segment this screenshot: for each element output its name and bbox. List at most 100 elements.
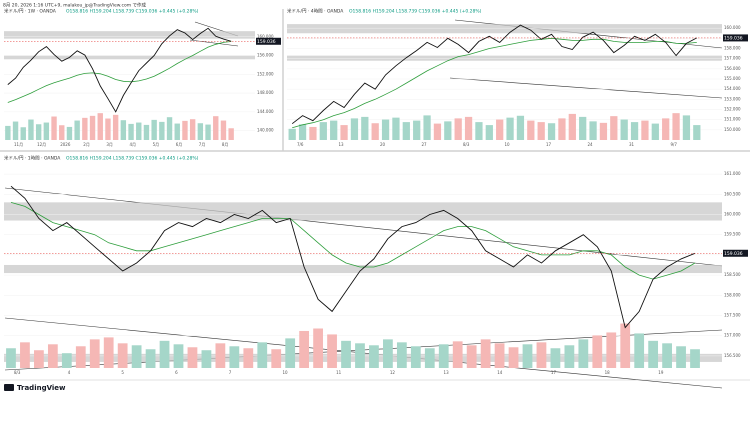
volume-bar: [630, 122, 639, 140]
volume-bar: [662, 343, 672, 368]
y-tick-label: 148.000: [257, 90, 274, 95]
price-line: [291, 24, 698, 125]
y-tick-label: 160.000: [257, 34, 274, 39]
x-tick-label: 27: [422, 142, 428, 147]
volume-bar: [6, 348, 16, 368]
zone: [4, 55, 255, 60]
volume-bar: [59, 125, 65, 140]
y-tick-label: 157.000: [724, 56, 741, 61]
volume-bar: [433, 123, 442, 140]
volume-bar: [506, 117, 514, 140]
volume-bar: [187, 347, 198, 368]
volume-bar: [536, 342, 547, 368]
volume-bar: [340, 125, 348, 140]
header-caption: 8月 20, 2026 1:16 UTC+9, malakou_jp@Tradi…: [3, 2, 147, 9]
volume-bar: [257, 342, 268, 368]
x-tick-label: 9/7: [671, 142, 678, 147]
volume-bar: [480, 339, 491, 368]
volume-bar: [182, 120, 188, 140]
x-tick-label: 5月: [153, 142, 160, 147]
volume-bar: [651, 123, 659, 140]
volume-bar: [319, 122, 327, 140]
x-tick-label: 14: [497, 370, 503, 375]
panel-legend: 米ドル/円 · 4時間 · OANDA: [287, 8, 344, 15]
volume-bar: [82, 117, 88, 140]
volume-bar: [288, 128, 296, 140]
y-tick-label: 154.000: [724, 86, 741, 91]
y-tick-label: 158.500: [724, 272, 741, 277]
volume-bar: [564, 345, 575, 368]
x-tick-label: 31: [629, 142, 635, 147]
volume-bar: [205, 124, 211, 140]
y-tick-label: 158.000: [724, 292, 741, 297]
panel-ohlc: O158.816 H159.204 L158.739 C159.036 +0.4…: [66, 156, 199, 162]
y-tick-label: 152.000: [724, 107, 741, 112]
volume-bar: [34, 350, 44, 368]
x-tick-label: 17: [546, 142, 552, 147]
volume-bar: [313, 328, 323, 368]
zone: [4, 202, 722, 221]
y-tick-label: 159.500: [724, 232, 741, 237]
brand-name: TradingView: [17, 384, 66, 392]
x-tick-label: 18: [605, 370, 611, 375]
volume-bar: [396, 342, 407, 368]
volume-bar: [28, 119, 34, 140]
volume-bar: [20, 127, 26, 140]
x-tick-label: 4: [68, 370, 71, 375]
x-tick-label: 7/6: [297, 142, 304, 147]
volume-bar: [568, 113, 576, 140]
brand-logo: [4, 384, 14, 391]
volume-bar: [592, 335, 603, 368]
volume-bar: [369, 345, 379, 368]
volume-bar: [112, 114, 119, 140]
volume-bar: [606, 332, 617, 368]
y-tick-label: 156.500: [724, 353, 741, 358]
volume-bar: [466, 345, 477, 368]
volume-bar: [620, 323, 631, 368]
volume-bar: [201, 350, 212, 368]
volume-bar: [143, 124, 150, 140]
y-tick-label: 152.000: [257, 71, 274, 76]
volume-bar: [494, 343, 505, 368]
x-tick-label: 17: [551, 370, 557, 375]
volume-bar: [410, 346, 421, 368]
volume-bar: [327, 334, 337, 368]
y-tick-label: 158.000: [724, 46, 741, 51]
x-tick-label: 12月: [37, 142, 46, 147]
volume-bar: [454, 118, 462, 140]
x-tick-label: 6: [175, 370, 178, 375]
volume-bar: [620, 119, 628, 140]
volume-bar: [579, 116, 587, 140]
volume-bar: [120, 120, 127, 140]
volume-bar: [578, 339, 589, 368]
volume-bar: [424, 348, 435, 368]
volume-bar: [330, 120, 338, 140]
volume-bar: [547, 123, 556, 140]
volume-bar: [381, 119, 390, 140]
volume-bar: [516, 115, 525, 140]
volume-bar: [641, 120, 649, 140]
x-tick-label: 8/3: [14, 370, 21, 375]
volume-bar: [74, 120, 80, 140]
volume-bar: [47, 344, 58, 368]
volume-bar: [299, 330, 310, 368]
volume-bar: [229, 346, 240, 368]
volume-bar: [173, 344, 184, 368]
price-label-bg: [256, 37, 281, 45]
x-tick-label: 24: [588, 142, 594, 147]
x-tick-label: 8月: [222, 142, 229, 147]
volume-bar: [66, 126, 73, 140]
volume-bar: [12, 121, 19, 140]
volume-bar: [522, 344, 533, 368]
volume-bar: [350, 118, 359, 140]
moving-average: [292, 37, 697, 129]
x-tick-label: 5: [121, 370, 124, 375]
volume-bar: [103, 337, 114, 368]
volume-bar: [452, 341, 463, 368]
volume-bar: [61, 353, 72, 368]
volume-bar: [672, 113, 680, 140]
volume-bar: [145, 349, 156, 368]
price-label: 159.036: [724, 35, 743, 41]
volume-bar: [220, 120, 227, 140]
